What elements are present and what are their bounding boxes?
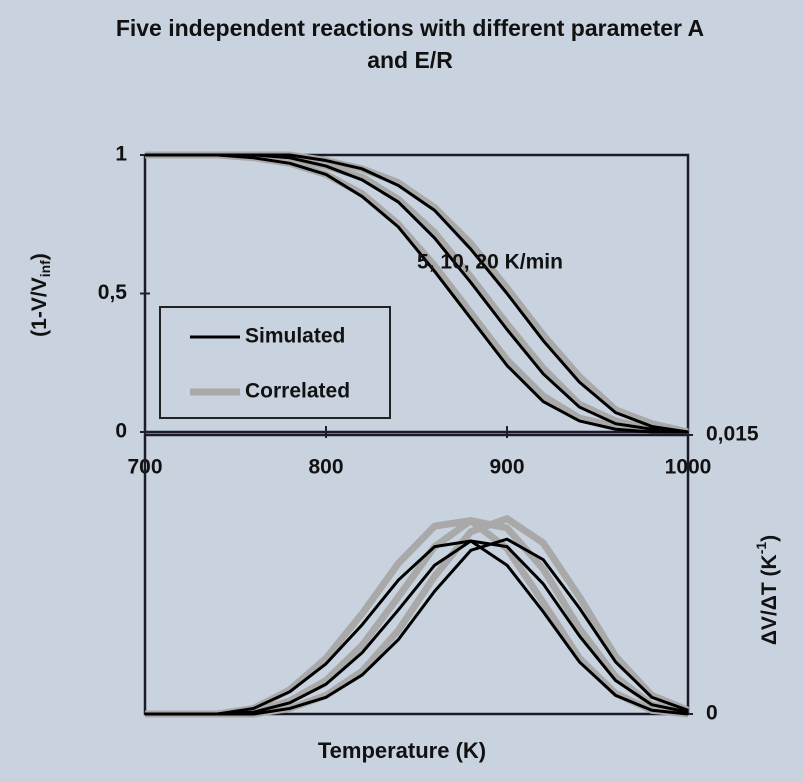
y2-tick-label: 0: [706, 702, 718, 725]
y-axis-label: (1-V/Vinf): [28, 253, 53, 337]
plot-frame: [143, 433, 690, 716]
y-tick-label: 1: [115, 143, 127, 166]
annotation: 5, 10, 20 K/min: [417, 251, 563, 274]
legend-label: Simulated: [245, 325, 345, 348]
curve: [145, 539, 689, 716]
y2-axis-label: ΔV/ΔT (K-1): [753, 535, 781, 645]
legend-label: Correlated: [245, 380, 350, 403]
y-tick-label: 0: [115, 420, 127, 443]
legend: [159, 306, 391, 419]
x-tick-label: 900: [489, 456, 524, 479]
y-tick-label: 0,5: [98, 281, 128, 304]
x-axis-label: Temperature (K): [318, 738, 486, 763]
curve: [145, 153, 689, 434]
legend-box: [159, 306, 391, 419]
chart-title: Five independent reactions with differen…: [116, 15, 704, 41]
x-tick-label: 800: [308, 456, 343, 479]
curve: [145, 537, 689, 716]
chart-title: and E/R: [367, 47, 453, 73]
y2-tick-label: 0,015: [706, 423, 759, 446]
